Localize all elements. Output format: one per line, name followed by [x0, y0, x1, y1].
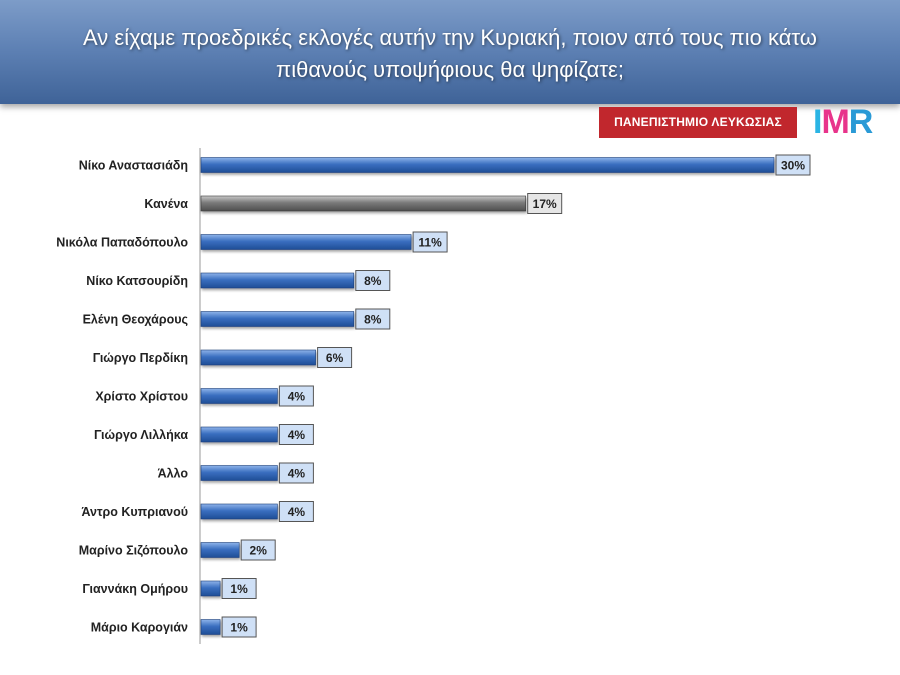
bar — [200, 195, 527, 212]
category-label: Γιώργο Περδίκη — [93, 351, 188, 365]
imr-logo-letter-i: I — [813, 103, 823, 141]
value-label-box — [278, 501, 314, 522]
imr-logo-letter-m: M — [821, 103, 849, 141]
value-label-box — [412, 231, 448, 253]
bar — [200, 272, 355, 289]
bar — [200, 503, 278, 520]
value-label-box — [355, 308, 391, 330]
chart-title-line-2: πιθανούς υποψήφιους θα ψηφίζατε; — [276, 57, 624, 82]
value-label-box — [775, 154, 811, 176]
category-label: Νικόλα Παπαδόπουλο — [56, 236, 188, 250]
category-label: Χρίστο Χρίστου — [95, 390, 188, 404]
category-label: Νίκο Κατσουρίδη — [86, 274, 188, 288]
value-label: 8% — [364, 313, 382, 327]
category-label: Γιαννάκη Ομήρου — [82, 582, 188, 596]
category-label: Κανένα — [144, 197, 188, 211]
bar — [200, 311, 355, 327]
value-label: 1% — [230, 621, 248, 635]
value-label: 1% — [230, 582, 248, 596]
bar — [200, 619, 221, 635]
value-label-box — [527, 193, 563, 214]
value-label: 2% — [250, 544, 268, 558]
chart-title: Αν είχαμε προεδρικές εκλογές αυτήν την Κ… — [20, 22, 880, 86]
value-label: 4% — [288, 505, 306, 519]
value-label: 11% — [418, 236, 442, 250]
bar — [200, 234, 412, 250]
bar-chart: Νίκο Αναστασιάδη 30% Κανένα 17% Νικόλα Παπαδ… — [56, 148, 811, 644]
value-label: 4% — [288, 390, 306, 404]
category-label: Άλλο — [158, 467, 189, 481]
value-label: 17% — [533, 197, 557, 211]
value-label-box — [355, 270, 391, 291]
imr-logo: IMR — [813, 103, 874, 141]
chart-title-line-1: Αν είχαμε προεδρικές εκλογές αυτήν την Κ… — [83, 25, 817, 50]
category-label: Μαρίνο Σιζόπουλο — [79, 544, 189, 558]
category-label: Νίκο Αναστασιάδη — [79, 159, 188, 173]
bar — [200, 349, 316, 366]
category-label: Μάριο Καρογιάν — [91, 621, 188, 635]
bar — [200, 388, 278, 404]
category-label: Γιώργο Λιλλήκα — [94, 428, 188, 442]
value-label-box — [221, 616, 257, 638]
value-label-box — [240, 539, 276, 561]
category-label: Άντρο Κυπριανού — [81, 505, 188, 519]
imr-logo-letter-r: R — [848, 103, 874, 141]
bar — [200, 542, 240, 558]
value-label: 6% — [326, 351, 344, 365]
title-banner: Αν είχαμε προεδρικές εκλογές αυτήν την Κ… — [0, 0, 900, 104]
value-label: 30% — [781, 159, 805, 173]
value-label-box — [278, 424, 314, 445]
value-label-box — [317, 347, 353, 368]
value-label-box — [278, 385, 314, 407]
bar — [200, 580, 221, 597]
university-logo: ΠΑΝΕΠΙΣΤΗΜΙΟ ΛΕΥΚΩΣΙΑΣ — [599, 107, 797, 138]
value-label: 8% — [364, 274, 382, 288]
category-label: Ελένη Θεοχάρους — [83, 313, 188, 327]
bar — [200, 426, 278, 443]
value-label: 4% — [288, 467, 306, 481]
value-label: 4% — [288, 428, 306, 442]
value-label-box — [221, 578, 257, 599]
value-label-box — [278, 462, 314, 484]
bar — [200, 157, 775, 173]
bar — [200, 465, 278, 481]
